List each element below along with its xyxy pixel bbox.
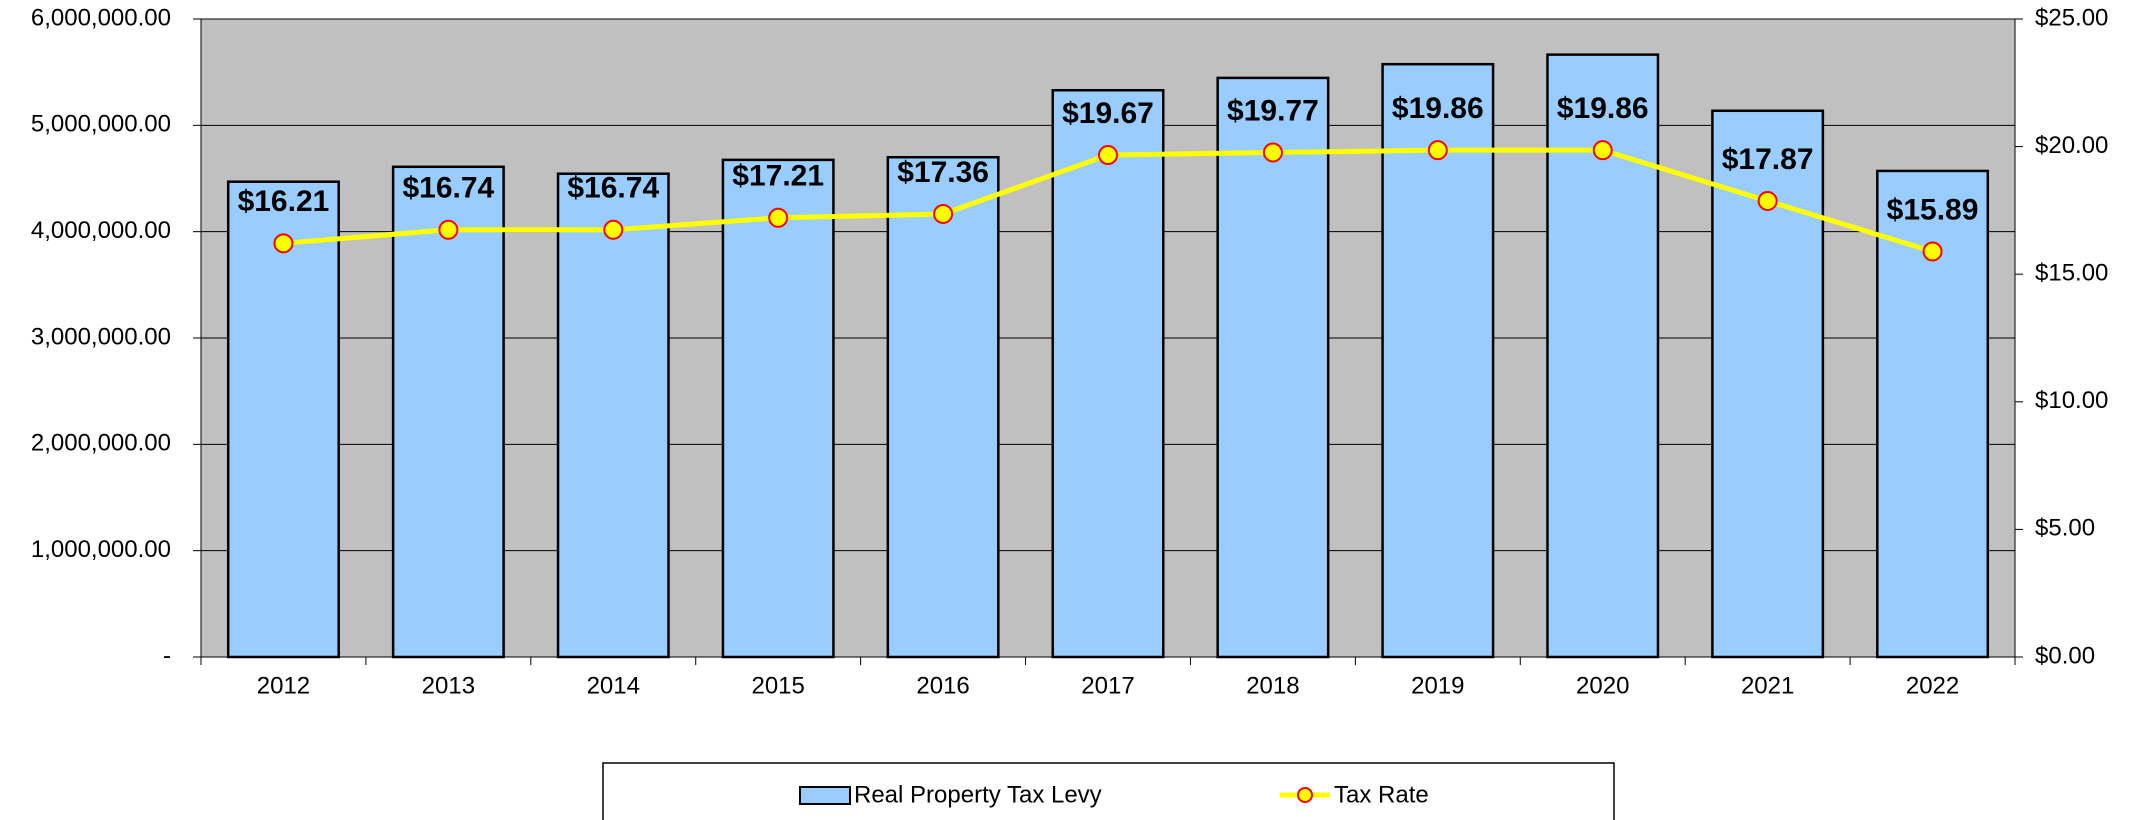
x-tick-label: 2019 — [1411, 672, 1464, 699]
x-tick-label: 2014 — [587, 672, 640, 699]
bar — [226, 180, 340, 659]
x-tick-label: 2017 — [1081, 672, 1134, 699]
bar — [1381, 62, 1495, 659]
data-label: $16.74 — [567, 172, 659, 205]
y2-tick-label: $0.00 — [2035, 642, 2095, 669]
line-marker — [768, 207, 789, 228]
line-marker — [933, 203, 954, 224]
data-label: $17.21 — [732, 160, 824, 193]
line-marker — [1757, 190, 1778, 211]
data-label: $17.36 — [897, 156, 989, 189]
legend-label: Tax Rate — [1334, 781, 1429, 808]
x-tick-label: 2020 — [1576, 672, 1629, 699]
y-tick-label: 6,000,000.00 — [31, 4, 171, 31]
line-marker — [273, 233, 294, 254]
data-label: $19.67 — [1062, 97, 1154, 130]
data-label: $19.86 — [1557, 92, 1649, 125]
y2-tick-label: $15.00 — [2035, 260, 2108, 287]
legend-label: Real Property Tax Levy — [854, 781, 1102, 808]
bar — [1051, 88, 1165, 659]
line-marker — [438, 219, 459, 240]
y-tick-label: 4,000,000.00 — [31, 217, 171, 244]
y-tick-label: - — [163, 642, 171, 669]
bar — [721, 158, 835, 659]
y-tick-label: 3,000,000.00 — [31, 323, 171, 350]
legend-marker — [1297, 787, 1313, 803]
y2-tick-label: $10.00 — [2035, 387, 2108, 414]
line-marker — [1592, 140, 1613, 161]
bar — [556, 172, 670, 659]
bar — [1876, 169, 1990, 659]
x-tick-label: 2022 — [1906, 672, 1959, 699]
legend-swatch — [799, 786, 851, 805]
line-marker — [1262, 142, 1283, 163]
y2-tick-label: $20.00 — [2035, 132, 2108, 159]
data-label: $16.21 — [238, 185, 330, 218]
bar — [1216, 76, 1330, 659]
y-tick-label: 1,000,000.00 — [31, 536, 171, 563]
y2-tick-label: $25.00 — [2035, 4, 2108, 31]
data-label: $19.77 — [1227, 94, 1319, 127]
data-label: $16.74 — [402, 172, 494, 205]
data-label: $17.87 — [1722, 143, 1814, 176]
x-tick-label: 2018 — [1246, 672, 1299, 699]
bar — [391, 165, 505, 659]
line-marker — [1098, 145, 1118, 166]
data-label: $19.86 — [1392, 92, 1484, 125]
y2-tick-label: $5.00 — [2035, 515, 2095, 542]
line-marker — [1922, 241, 1943, 262]
x-tick-label: 2012 — [257, 672, 310, 699]
x-tick-label: 2015 — [751, 672, 804, 699]
x-tick-label: 2021 — [1741, 672, 1794, 699]
legend-box — [602, 762, 1615, 820]
x-tick-label: 2016 — [916, 672, 969, 699]
data-label: $15.89 — [1887, 193, 1979, 226]
x-tick-label: 2013 — [422, 672, 475, 699]
line-marker — [603, 219, 624, 240]
bar — [886, 155, 1000, 659]
y-tick-label: 5,000,000.00 — [31, 111, 171, 138]
line-marker — [1427, 140, 1448, 161]
y-tick-label: 2,000,000.00 — [31, 430, 171, 457]
